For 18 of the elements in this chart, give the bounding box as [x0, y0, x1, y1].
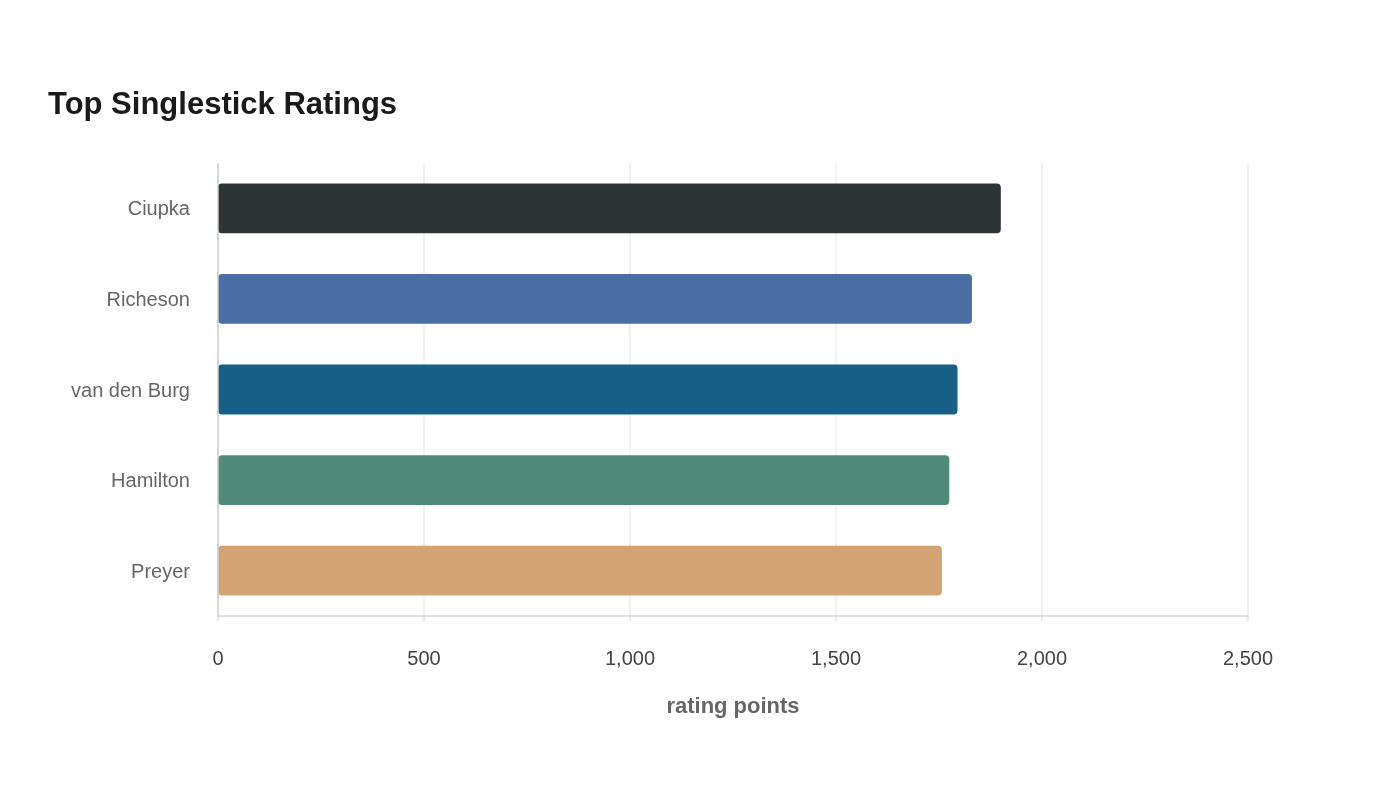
x-tick-label: 0 [212, 647, 224, 669]
bar [218, 183, 1001, 234]
x-tick-label: 500 [407, 647, 441, 669]
y-tick-label: Richeson [106, 287, 190, 310]
x-tick-label: 2,500 [1222, 647, 1274, 669]
bar [218, 364, 958, 415]
y-tick-label: Ciupka [127, 197, 191, 220]
x-axis-title: rating points [666, 693, 800, 718]
y-tick-label: van den Burg [71, 378, 190, 401]
x-tick-label: 2,000 [1016, 647, 1068, 669]
y-tick-label: Preyer [131, 559, 191, 582]
y-tick-label: Hamilton [111, 469, 190, 492]
bar [218, 545, 942, 596]
chart-title: Top Singlestick Ratings [48, 86, 398, 121]
bar [218, 273, 972, 324]
bar [218, 455, 950, 506]
x-tick-label: 1,500 [810, 647, 862, 669]
x-tick-label: 1,000 [604, 647, 656, 669]
